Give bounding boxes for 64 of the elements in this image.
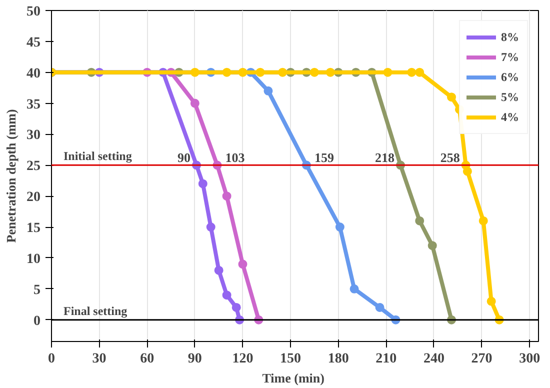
x-tick-label: 120	[232, 352, 254, 366]
point	[446, 92, 456, 102]
point	[190, 98, 200, 108]
point	[238, 68, 248, 77]
point	[415, 216, 424, 226]
point	[278, 68, 288, 77]
point	[326, 68, 335, 77]
y-tick-label: 40	[26, 66, 40, 82]
point	[222, 68, 232, 77]
legend-label: 4%	[501, 110, 520, 124]
x-tick-label: 180	[328, 352, 349, 366]
ref-line-label: Initial setting	[64, 149, 132, 164]
y-tick-label: 45	[26, 35, 40, 50]
y-tick-label: 20	[26, 190, 40, 206]
y-tick-label: 15	[26, 221, 40, 236]
point	[232, 302, 241, 312]
legend-label: 6%	[501, 70, 520, 84]
x-tick-label: 270	[471, 352, 492, 366]
point	[383, 68, 392, 77]
point	[222, 290, 232, 300]
point	[310, 68, 319, 77]
x-tick-label: 240	[423, 352, 444, 366]
x-tick-label: 210	[376, 352, 397, 366]
legend-label: 5%	[501, 90, 520, 104]
point	[428, 241, 437, 250]
point	[190, 68, 200, 77]
y-tick-label: 35	[26, 97, 40, 112]
y-tick-label: 5	[34, 282, 40, 298]
annotation: 159	[314, 150, 334, 166]
ref-line-label: Final setting	[64, 304, 128, 318]
point	[350, 284, 359, 294]
point	[335, 222, 344, 232]
point	[222, 192, 232, 201]
x-tick-label: 0	[48, 352, 55, 366]
legend-label: 7%	[501, 50, 520, 64]
point	[478, 216, 488, 226]
x-tick-label: 90	[188, 352, 202, 366]
y-tick-label: 10	[26, 252, 40, 267]
point	[214, 266, 224, 275]
x-tick-label: 30	[92, 352, 106, 366]
x-axis-title: Time (min)	[262, 370, 324, 386]
y-tick-label: 25	[26, 159, 40, 174]
point	[375, 302, 384, 312]
point	[206, 222, 216, 232]
point	[462, 166, 472, 176]
point	[256, 68, 265, 77]
point	[415, 68, 424, 77]
annotation: 218	[374, 150, 395, 166]
annotation: 258	[440, 150, 460, 166]
y-tick-label: 0	[34, 314, 40, 329]
x-tick-label: 60	[140, 352, 154, 366]
point	[486, 296, 496, 306]
point	[264, 86, 273, 96]
legend-label: 8%	[501, 30, 520, 44]
x-tick-label: 300	[519, 352, 540, 366]
point	[198, 179, 208, 188]
point	[407, 68, 416, 77]
y-tick-label: 50	[26, 4, 40, 20]
point	[238, 260, 248, 269]
y-tick-label: 30	[26, 128, 40, 144]
x-tick-label: 150	[280, 352, 302, 366]
annotation: 103	[225, 150, 246, 166]
y-axis-title: Penetration depth (mm)	[4, 109, 18, 243]
annotation: 90	[178, 150, 191, 166]
